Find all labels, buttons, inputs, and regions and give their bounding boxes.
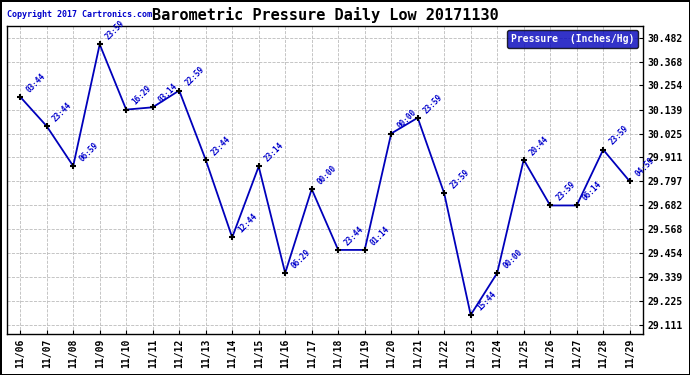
Text: 03:14: 03:14 — [157, 82, 179, 105]
Text: 06:59: 06:59 — [77, 141, 100, 163]
Text: 23:44: 23:44 — [210, 134, 233, 157]
Text: 12:44: 12:44 — [237, 212, 259, 234]
Text: 20:44: 20:44 — [528, 134, 551, 157]
Text: 23:44: 23:44 — [342, 224, 365, 247]
Text: 23:59: 23:59 — [422, 92, 444, 115]
Text: 00:00: 00:00 — [502, 248, 524, 270]
Text: 15:44: 15:44 — [475, 290, 497, 312]
Text: 00:00: 00:00 — [395, 108, 418, 131]
Text: 06:14: 06:14 — [581, 180, 604, 203]
Text: 06:29: 06:29 — [289, 248, 312, 270]
Text: 04:59: 04:59 — [634, 156, 657, 178]
Text: 23:59: 23:59 — [607, 124, 630, 147]
Text: 23:14: 23:14 — [263, 141, 286, 164]
Text: 22:59: 22:59 — [184, 65, 206, 88]
Text: 23:59: 23:59 — [448, 168, 471, 190]
Text: 00:00: 00:00 — [316, 164, 339, 186]
Text: 23:59: 23:59 — [554, 180, 577, 203]
Legend: Pressure  (Inches/Hg): Pressure (Inches/Hg) — [507, 30, 638, 48]
Text: 01:14: 01:14 — [369, 224, 392, 247]
Title: Barometric Pressure Daily Low 20171130: Barometric Pressure Daily Low 20171130 — [152, 7, 498, 23]
Text: 23:44: 23:44 — [51, 100, 74, 123]
Text: 23:59: 23:59 — [104, 19, 126, 42]
Text: 03:44: 03:44 — [24, 71, 47, 94]
Text: Copyright 2017 Cartronics.com: Copyright 2017 Cartronics.com — [7, 10, 152, 20]
Text: 16:29: 16:29 — [130, 84, 153, 107]
